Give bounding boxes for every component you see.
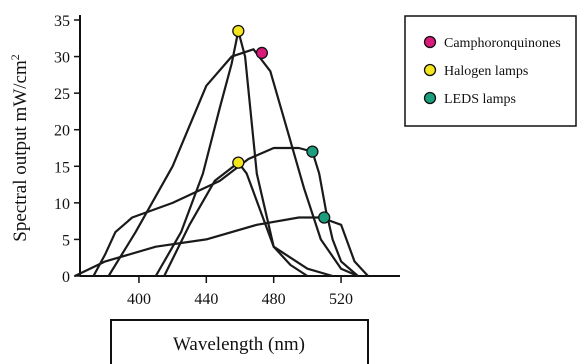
series-line-4: [92, 146, 359, 277]
legend-label-1: Camphoronquinones: [444, 36, 561, 51]
legend-marker-2: [423, 63, 437, 77]
legend: Camphoronquinones Halogen lamps LEDS lamps: [404, 15, 577, 127]
x-axis-label: Wavelength (nm): [173, 334, 305, 355]
y-tick-label: 25: [54, 86, 70, 103]
y-tick-label: 35: [54, 13, 70, 30]
series-marker-5: [318, 211, 331, 224]
legend-marker-3: [423, 91, 437, 105]
series-marker-3: [232, 156, 245, 169]
legend-label-3: LEDS lamps: [444, 92, 516, 107]
y-tick-label: 5: [62, 232, 70, 249]
y-tick-label: 20: [54, 123, 70, 140]
x-tick-label: 440: [194, 291, 218, 308]
y-tick-label: 15: [54, 159, 70, 176]
y-axis-label: Spectral output mW/cm2: [8, 54, 31, 242]
y-tick-label: 30: [54, 50, 70, 67]
series-marker-4: [306, 145, 319, 158]
legend-marker-1: [423, 35, 437, 49]
series-marker-1: [232, 24, 245, 38]
series-markers: [232, 24, 331, 224]
series-line-5: [74, 216, 369, 277]
y-tick-label: 10: [54, 196, 70, 213]
legend-label-2: Halogen lamps: [444, 64, 528, 79]
x-ticks: 400 440 480 520: [127, 276, 353, 308]
series-line-2: [107, 48, 359, 278]
series-marker-2: [255, 46, 269, 60]
x-tick-label: 480: [262, 291, 286, 308]
x-tick-label: 520: [329, 291, 353, 308]
series-lines: [74, 29, 369, 278]
x-axis-label-box: [110, 319, 369, 364]
x-tick-label: 400: [127, 291, 151, 308]
y-tick-label: 0: [62, 269, 70, 286]
series-line-3: [163, 161, 309, 277]
y-ticks: 0 5 10 15 20 25 30 35: [54, 13, 80, 286]
axes: [79, 15, 400, 277]
